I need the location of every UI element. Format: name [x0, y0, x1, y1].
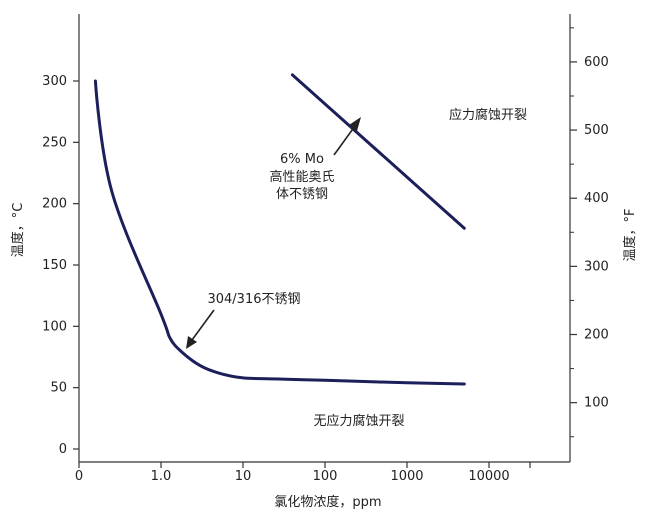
series-line-304-316 [93, 79, 466, 386]
y-tick-label-right: 100 [584, 396, 609, 411]
y-tick-label-left: 150 [42, 258, 67, 273]
x-axis-title: 氯化物浓度，ppm [274, 494, 381, 510]
y-tick-label-left: 0 [59, 442, 67, 457]
y-axis-title-left: 温度，°C [10, 203, 26, 258]
y-tick-label-right: 200 [584, 328, 609, 343]
y-tick-label-left: 300 [42, 74, 67, 89]
axes [73, 14, 577, 468]
y-tick-label-right: 500 [584, 123, 609, 138]
y-tick-label-left: 200 [42, 197, 67, 212]
mo-label-line1: 6% Mo [280, 152, 324, 167]
series-line-6mo [290, 73, 466, 230]
y-tick-label-right: 300 [584, 259, 609, 274]
y-tick-label-left: 250 [42, 135, 67, 150]
scc-region-label: 应力腐蚀开裂 [449, 107, 527, 123]
ss-label: 304/316不锈钢 [207, 292, 300, 307]
x-tick-label: 10000 [468, 469, 509, 484]
mo-label-line3: 体不锈钢 [276, 187, 328, 202]
x-tick-label: 1000 [390, 469, 423, 484]
arrow-mo [333, 117, 361, 156]
x-tick-label: 100 [313, 469, 338, 484]
y-tick-label-right: 400 [584, 191, 609, 206]
arrow-304 [186, 309, 215, 349]
no-scc-region-label: 无应力腐蚀开裂 [313, 413, 404, 429]
series-group [93, 73, 466, 386]
y-axis-title-right: 温度，°F [622, 209, 638, 262]
x-tick-label: 10 [235, 469, 252, 484]
y-tick-label-left: 100 [42, 319, 67, 334]
x-tick-label: 0 [75, 469, 83, 484]
y-tick-label-left: 50 [50, 381, 67, 396]
x-tick-label: 1.0 [151, 469, 172, 484]
mo-label-line2: 高性能奥氏 [269, 169, 334, 185]
tick-labels: 0 1.0 10 100 1000 10000 0 50 100 150 200 250 300 100 2… [42, 55, 609, 484]
y-tick-label-right: 600 [584, 55, 609, 70]
